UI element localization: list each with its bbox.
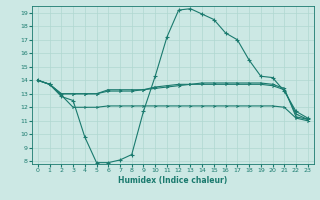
X-axis label: Humidex (Indice chaleur): Humidex (Indice chaleur): [118, 176, 228, 185]
